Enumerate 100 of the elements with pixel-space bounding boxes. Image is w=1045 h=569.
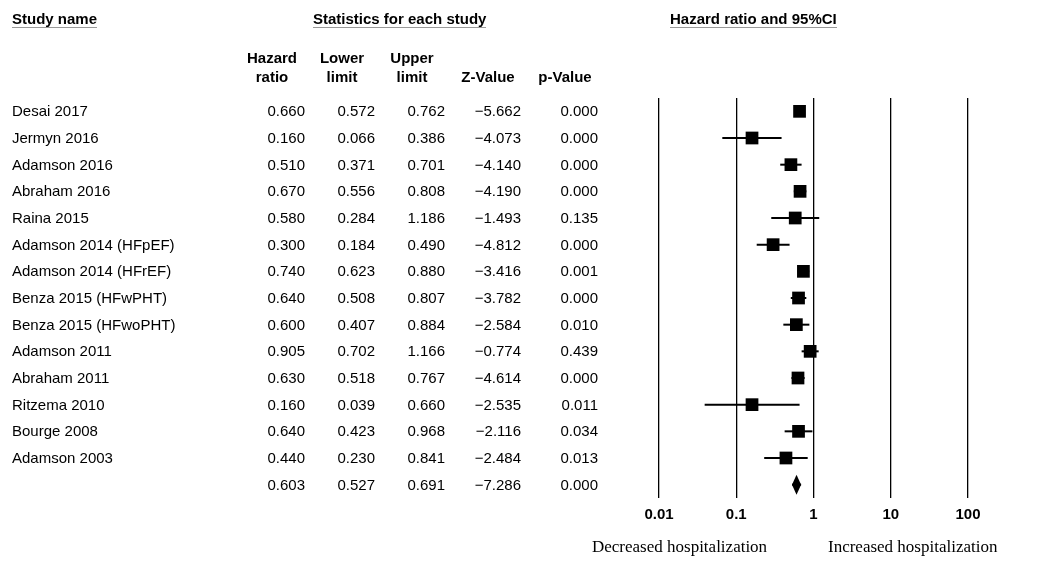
text: −2.484 <box>474 449 521 466</box>
text: 0.000 <box>560 235 598 253</box>
text: 0.135 <box>560 208 598 226</box>
text: 0.740 <box>267 262 305 280</box>
text: 0.440 <box>267 449 305 466</box>
text: 0.630 <box>267 369 305 386</box>
text: 0.640 <box>267 288 305 306</box>
category-label: p-Value <box>537 67 593 86</box>
text: 0.580 <box>267 208 305 226</box>
x-tick-label: 10 <box>882 505 900 523</box>
text: 0.767 <box>407 369 445 386</box>
text: 0.841 <box>407 449 445 466</box>
category-label: Abraham 2011 <box>12 369 110 386</box>
category-label: Adamson 2003 <box>12 449 113 466</box>
text: 0.230 <box>337 449 375 466</box>
text: −4.073 <box>474 128 521 146</box>
text: 0.039 <box>337 395 375 413</box>
category-label: Hazard ratio <box>246 48 298 86</box>
text: 0.702 <box>337 342 375 360</box>
text: 0.518 <box>337 369 375 386</box>
text: 0.640 <box>267 422 305 440</box>
text: 0.660 <box>407 395 445 413</box>
text: 0.000 <box>560 475 598 493</box>
category-label: Jermyn 2016 <box>12 128 99 146</box>
text: −0.774 <box>474 342 521 360</box>
text: −4.614 <box>474 369 521 386</box>
text: 0.572 <box>337 102 375 120</box>
text: 0.000 <box>560 182 598 200</box>
text: −1.493 <box>474 208 521 226</box>
text: 0.600 <box>267 315 305 333</box>
text: −5.662 <box>474 102 521 120</box>
text: 0.000 <box>560 369 598 386</box>
x-tick-label: 1 <box>809 505 818 523</box>
text: 0.160 <box>267 128 305 146</box>
category-label: Benza 2015 (HFwoPHT) <box>12 315 176 333</box>
text: 0.807 <box>407 288 445 306</box>
text: −2.116 <box>475 422 521 440</box>
text: 0.011 <box>561 395 598 413</box>
text: Study name <box>12 10 98 28</box>
text: 0.556 <box>337 182 375 200</box>
category-label: Adamson 2011 <box>12 342 112 360</box>
text: 0.184 <box>337 235 375 253</box>
text: 0.000 <box>560 288 598 306</box>
text: 0.066 <box>337 128 375 146</box>
text: 0.439 <box>560 342 598 360</box>
text: 0.423 <box>337 422 375 440</box>
text: 0.000 <box>560 128 598 146</box>
text: 0.508 <box>337 288 375 306</box>
category-label: Adamson 2014 (HFpEF) <box>12 235 175 253</box>
text: 0.691 <box>407 475 445 493</box>
text: −4.140 <box>474 155 521 173</box>
text: 0.884 <box>407 315 445 333</box>
category-label: Benza 2015 (HFwPHT) <box>12 288 168 306</box>
text: 0.160 <box>267 395 305 413</box>
text: 0.510 <box>267 155 305 173</box>
text: 1.166 <box>407 342 445 360</box>
text: 0.762 <box>407 102 445 120</box>
text: 0.001 <box>560 262 598 280</box>
text: 0.968 <box>407 422 445 440</box>
text: −7.286 <box>474 475 521 493</box>
text: 0.000 <box>560 155 598 173</box>
text: −4.190 <box>474 182 521 200</box>
text: Statistics for each study <box>313 10 487 28</box>
text: 0.660 <box>267 102 305 120</box>
chart-title: Hazard ratio and 95%CI <box>670 10 837 28</box>
category-label: Ritzema 2010 <box>12 395 105 413</box>
category-label: Adamson 2016 <box>12 155 113 173</box>
category-label: Upper limit <box>389 48 435 86</box>
text: Decreased hospitalization <box>592 537 768 557</box>
text: 0.905 <box>267 342 305 360</box>
text: 0.284 <box>337 208 375 226</box>
text: 0.603 <box>267 475 305 493</box>
x-tick-label: 0.01 <box>644 505 674 523</box>
text: −3.782 <box>474 288 521 306</box>
text: 0.000 <box>560 102 598 120</box>
x-tick-label: 0.1 <box>725 505 747 523</box>
text: 0.386 <box>407 128 445 146</box>
text: Increased hospitalization <box>828 537 998 557</box>
category-label: Bourge 2008 <box>12 422 98 440</box>
text: 0.670 <box>267 182 305 200</box>
text: 0.701 <box>407 155 445 173</box>
category-label: Lower limit <box>318 48 366 86</box>
text: 0.300 <box>267 235 305 253</box>
text: 0.880 <box>407 262 445 280</box>
category-label: Raina 2015 <box>12 208 89 226</box>
text: −2.584 <box>474 315 521 333</box>
category-label: Z-Value <box>460 67 516 86</box>
text: 0.010 <box>560 315 598 333</box>
text: 0.490 <box>407 235 445 253</box>
text: 0.527 <box>337 475 375 493</box>
text: −3.416 <box>474 262 521 280</box>
text: 0.371 <box>337 155 375 173</box>
text: 0.407 <box>337 315 375 333</box>
text: 0.808 <box>407 182 445 200</box>
x-tick-label: 100 <box>955 505 981 523</box>
category-label: Desai 2017 <box>12 102 88 120</box>
text: −2.535 <box>474 395 521 413</box>
category-label: Adamson 2014 (HFrEF) <box>12 262 172 280</box>
text: 0.013 <box>560 449 598 466</box>
text: 0.034 <box>560 422 598 440</box>
